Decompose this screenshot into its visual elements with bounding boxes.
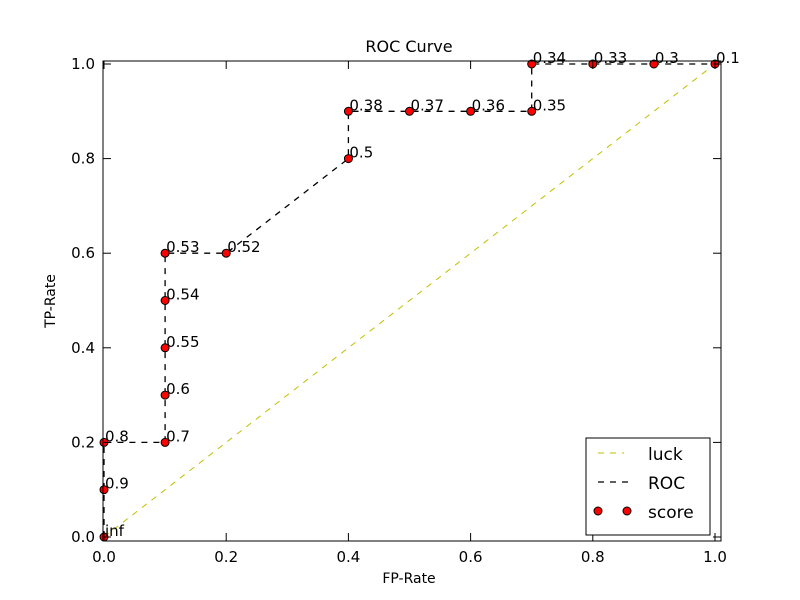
score-point-label: 0.8 [105,427,129,445]
score-point-label: 0.6 [166,380,190,398]
plot-frame [102,60,722,542]
score-point [527,59,537,69]
score-point-label: 0.36 [472,96,505,114]
chart-title: ROC Curve [365,37,452,56]
score-point-label: 0.5 [349,144,373,162]
score-point-label: 0.55 [166,333,199,351]
score-point-label: 0.37 [411,96,444,114]
x-tick-label: 0.4 [336,548,360,566]
x-axis-label: FP-Rate [382,571,435,587]
score-point [160,296,170,305]
y-tick-label: 0.4 [71,339,95,357]
y-tick-label: 0.8 [71,150,95,168]
series-roc-line [103,63,715,537]
score-point-label: 0.33 [594,49,627,67]
score-point [343,154,353,164]
legend-box [585,437,711,536]
score-point [405,106,414,116]
x-tick-label: 1.0 [703,548,727,566]
legend-luck-label: luck [648,445,683,465]
legend: luck ROC score [585,437,711,536]
x-tick-label: 0.0 [92,548,116,566]
x-tick-label: 0.2 [214,548,238,566]
score-point [160,248,170,258]
score-point [221,248,231,258]
score-point [160,437,170,447]
score-point [343,106,353,116]
score-point [466,106,476,116]
y-tick-label: 1.0 [71,55,95,73]
score-point-label: 0.53 [166,238,199,256]
series-luck-line [103,63,716,538]
y-axis-label: TP-Rate [43,274,59,329]
score-point [649,59,659,69]
score-point-label: 0.1 [716,49,740,67]
y-tick-label: 0.2 [71,433,95,451]
score-point-label: 0.3 [655,49,679,67]
series-layer [99,59,720,542]
score-point-label: 0.9 [105,475,129,493]
x-tick-label: 0.8 [581,548,605,566]
score-point [527,106,537,116]
ticks-layer: 0.0 0.2 0.4 0.6 0.8 1.0 0.0 0.2 0.4 0.6 0.8 1.0 [71,55,727,566]
legend-roc-label: ROC [648,474,685,494]
score-point-label: 0.38 [349,96,382,114]
legend-score-marker-1 [593,506,603,516]
score-point [160,343,170,353]
score-point-label: 0.34 [533,49,566,67]
x-tick-label: 0.6 [459,548,483,566]
score-point [99,485,109,495]
score-point-label: 0.7 [166,427,190,445]
score-point-label: 0.35 [533,96,566,114]
point-labels-layer: inf 0.9 0.8 0.7 0.6 0.55 0.54 0.53 0.52 0.5 0.38 0.… [105,49,740,540]
score-point [160,390,170,400]
score-point-label: 0.54 [166,286,199,304]
score-point-label: 0.52 [227,238,260,256]
y-tick-label: 0.6 [71,244,95,262]
y-tick-label: 0.0 [71,528,95,546]
legend-score-marker-2 [622,506,632,516]
score-point-label: inf [105,522,125,540]
legend-score-label: score [648,503,694,523]
